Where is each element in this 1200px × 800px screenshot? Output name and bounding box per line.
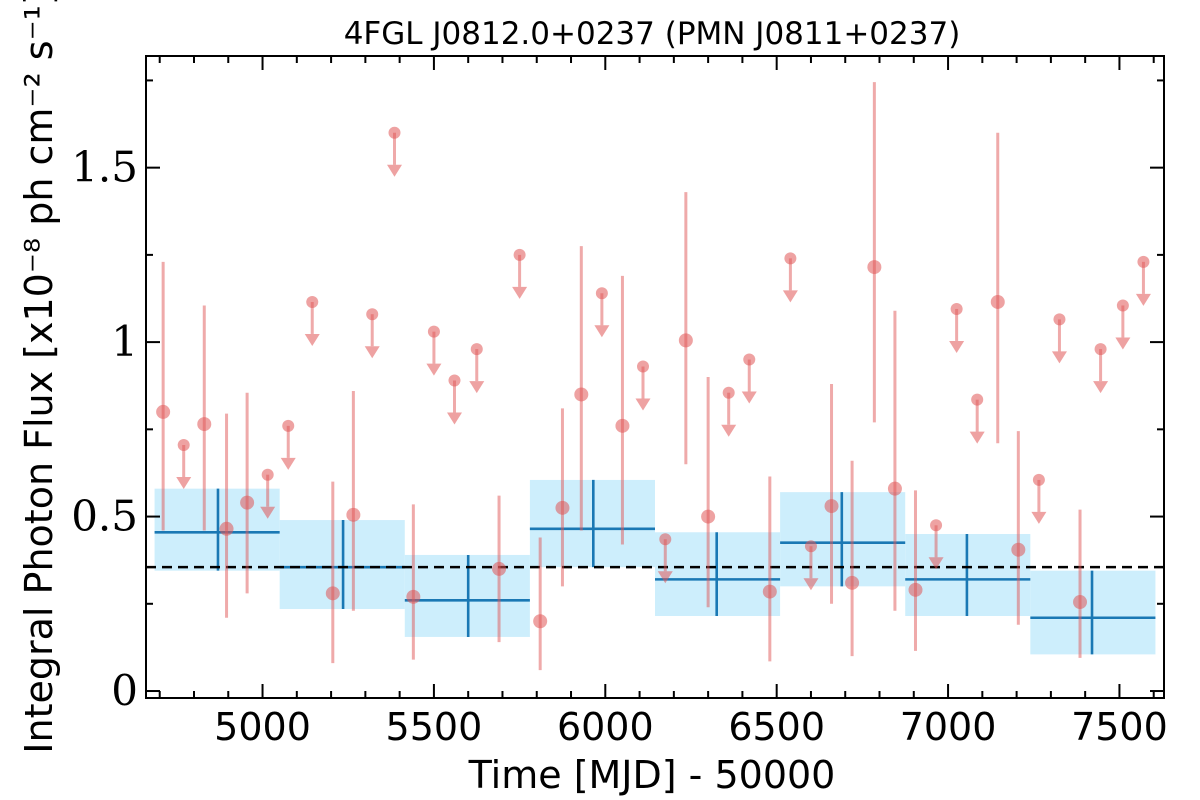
flux-point [197, 417, 212, 432]
x-tick-label: 5000 [214, 705, 311, 749]
flux-point [908, 582, 923, 597]
y-tick-label: 0.5 [71, 492, 138, 541]
upper-limit-point [743, 353, 756, 366]
chart-title: 4FGL J0812.0+0237 (PMN J0811+0237) [344, 16, 961, 52]
flux-point [555, 500, 570, 515]
upper-limit-point [1116, 299, 1129, 312]
upper-limit-arrow [594, 325, 610, 338]
upper-limit-point [513, 248, 526, 261]
upper-limit-arrow [387, 164, 403, 177]
axis-ticks [146, 56, 1164, 698]
upper-limit-arrow [721, 424, 737, 437]
upper-limit-point [282, 419, 295, 432]
y-tick-labels: 0 0.5 1 1.5 [71, 143, 138, 715]
upper-limit-arrow [446, 412, 462, 425]
flux-point [845, 575, 860, 590]
upper-limit-point [971, 393, 984, 406]
upper-limit-arrow [1051, 351, 1067, 364]
upper-limit-point [470, 343, 483, 356]
upper-limit-point [595, 287, 608, 300]
upper-limit-arrow [657, 571, 673, 584]
y-tick-label: 1.5 [71, 143, 138, 192]
plot-frame [145, 55, 1165, 699]
flux-point [887, 481, 902, 496]
upper-limit-point [930, 519, 943, 532]
flux-point [574, 387, 589, 402]
flux-point [325, 586, 340, 601]
upper-limit-arrow [1031, 511, 1047, 524]
upper-limit-point [1094, 343, 1107, 356]
upper-limit-arrow [782, 290, 798, 303]
x-tick-label: 5500 [386, 705, 483, 749]
y-axis-label: Integral Photon Flux [x10⁻⁸ ph cm⁻² s⁻¹] [17, 0, 61, 754]
upper-limit-point [1053, 313, 1066, 326]
upper-limits-series [176, 126, 1151, 591]
flux-point [346, 507, 361, 522]
upper-limit-point [950, 302, 963, 315]
upper-limit-point [306, 295, 319, 308]
upper-limit-arrow [304, 333, 320, 346]
upper-limit-point [427, 325, 440, 338]
flux-point [762, 584, 777, 599]
upper-limit-point [261, 468, 274, 481]
flux-point [156, 404, 171, 419]
upper-limit-point [804, 540, 817, 553]
upper-limit-arrow [176, 477, 192, 490]
binned-flux-series [154, 479, 1156, 655]
upper-limit-arrow [635, 398, 651, 411]
upper-limit-point [448, 374, 461, 387]
flux-point [990, 294, 1005, 309]
x-axis-label: Time [MJD] - 50000 [468, 753, 836, 797]
upper-limit-point [177, 439, 190, 452]
upper-limit-arrow [364, 346, 380, 359]
upper-limit-point [659, 533, 672, 546]
flux-point [678, 333, 693, 348]
y-tick-label: 1 [111, 317, 138, 366]
flux-point [406, 589, 421, 604]
upper-limit-arrow [280, 457, 296, 470]
upper-limit-arrow [426, 363, 442, 376]
upper-limit-point [366, 308, 379, 321]
upper-limit-arrow [969, 431, 985, 444]
flux-point [533, 614, 548, 629]
flux-point [492, 561, 507, 576]
flux-points-series [156, 82, 1088, 671]
upper-limit-arrow [741, 391, 757, 404]
upper-limit-point [388, 126, 401, 139]
upper-limit-arrow [512, 286, 528, 299]
x-tick-label: 7000 [900, 705, 997, 749]
x-tick-labels: 5000 5500 6000 6500 7000 7500 [214, 705, 1168, 749]
upper-limit-arrow [1115, 337, 1131, 350]
upper-limit-point [637, 360, 650, 373]
upper-limit-point [1137, 255, 1150, 268]
upper-limit-point [1032, 473, 1045, 486]
flux-point [701, 509, 716, 524]
upper-limit-arrow [928, 557, 944, 570]
upper-limit-arrow [949, 340, 965, 353]
upper-limit-arrow [260, 506, 276, 519]
flux-point [240, 495, 255, 510]
flux-point [824, 499, 839, 514]
x-tick-label: 6500 [728, 705, 825, 749]
x-tick-label: 7500 [1071, 705, 1168, 749]
flux-point [867, 260, 882, 275]
flux-point [1011, 542, 1026, 557]
flux-point [615, 418, 630, 433]
upper-limit-arrow [1135, 293, 1151, 306]
y-tick-label: 0 [111, 666, 138, 715]
flux-point [1073, 595, 1088, 610]
x-tick-label: 6000 [557, 705, 654, 749]
upper-limit-arrow [1093, 381, 1109, 394]
flux-point [219, 521, 234, 536]
upper-limit-point [722, 386, 735, 399]
upper-limit-point [784, 252, 797, 265]
upper-limit-arrow [469, 381, 485, 394]
upper-limit-arrow [803, 578, 819, 591]
